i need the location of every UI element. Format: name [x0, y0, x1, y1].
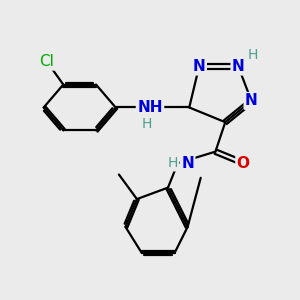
- Text: H: H: [248, 48, 258, 62]
- Text: Cl: Cl: [40, 54, 54, 69]
- Text: O: O: [237, 156, 250, 171]
- Text: N: N: [232, 59, 245, 74]
- Text: H: H: [167, 156, 178, 170]
- Text: N: N: [193, 59, 206, 74]
- Text: NH: NH: [137, 100, 163, 115]
- Text: N: N: [181, 156, 194, 171]
- Text: N: N: [245, 93, 258, 108]
- Text: H: H: [142, 117, 152, 131]
